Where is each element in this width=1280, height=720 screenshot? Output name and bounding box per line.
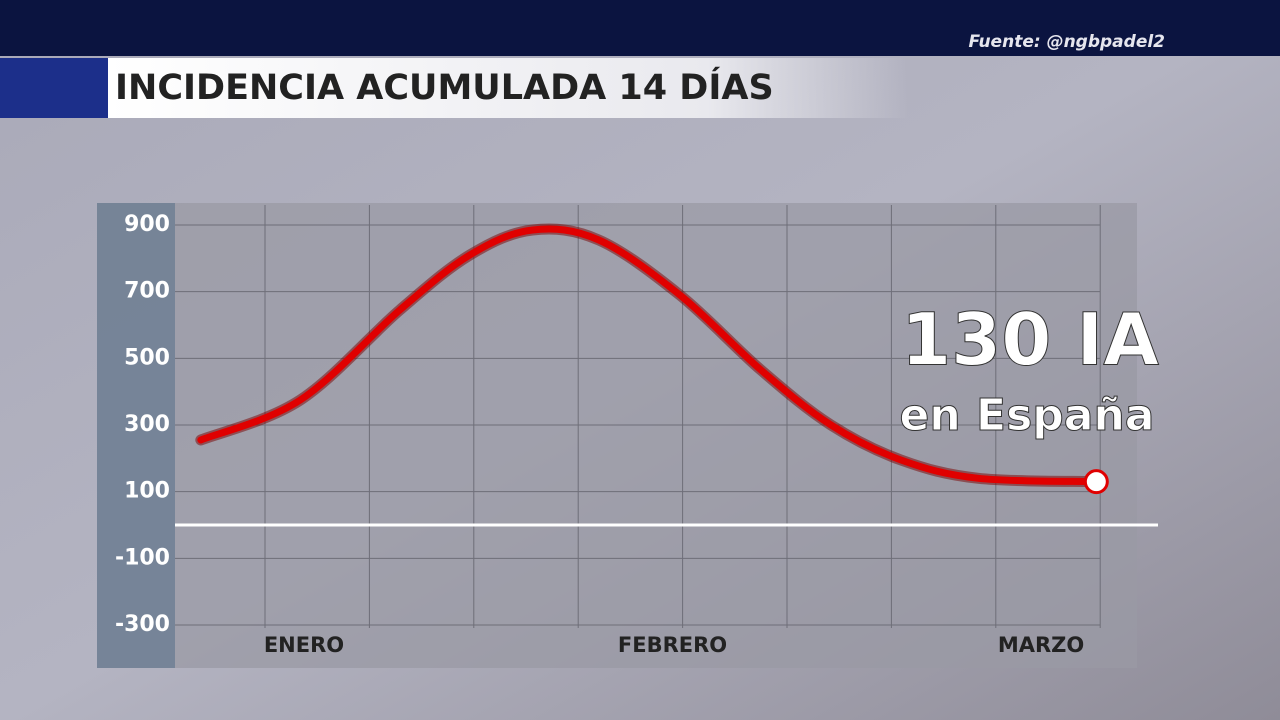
end-point (1083, 469, 1109, 495)
y-tick-label: 300 (124, 412, 170, 437)
title-accent (0, 58, 108, 118)
y-tick-label: -300 (115, 612, 170, 637)
title-band (108, 58, 908, 118)
x-tick-label: FEBRERO (618, 633, 727, 657)
y-axis-panel (97, 203, 175, 668)
y-tick-label: -100 (115, 545, 170, 570)
x-tick-label: ENERO (264, 633, 344, 657)
y-tick-label: 100 (124, 479, 170, 504)
y-tick-label: 900 (124, 212, 170, 237)
y-tick-label: 500 (124, 345, 170, 370)
top-bar (0, 0, 1280, 56)
annotation: 130 IA (901, 298, 1159, 382)
x-tick-label: MARZO (998, 633, 1084, 657)
chart-panel (97, 203, 1137, 668)
source: Fuente: @ngbpadel2 (968, 32, 1165, 52)
data-line (197, 225, 1100, 486)
chart-title: INCIDENCIA ACUMULADA 14 DÍAS (115, 66, 774, 108)
y-tick-label: 700 (124, 279, 170, 304)
annotation-sub: en España (900, 390, 1155, 441)
